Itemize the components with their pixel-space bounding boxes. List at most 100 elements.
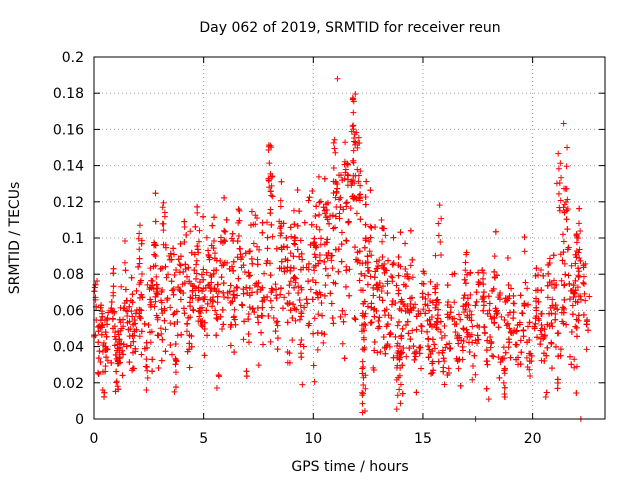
scatter-point — [161, 317, 168, 324]
scatter-point — [401, 303, 408, 310]
scatter-point — [290, 301, 297, 308]
scatter-point — [194, 243, 201, 250]
scatter-point — [191, 251, 198, 258]
scatter-point — [187, 228, 194, 235]
scatter-point — [546, 255, 553, 262]
scatter-point — [214, 281, 221, 288]
x-tick-label: 15 — [414, 431, 432, 447]
scatter-point — [217, 258, 224, 265]
scatter-point — [538, 287, 545, 294]
scatter-point — [313, 289, 320, 296]
scatter-point — [325, 272, 332, 279]
scatter-point — [278, 223, 285, 230]
scatter-point — [259, 219, 266, 226]
scatter-point — [469, 323, 476, 330]
scatter-point — [217, 313, 224, 320]
scatter-point — [255, 362, 262, 369]
scatter-point — [311, 251, 318, 258]
scatter-point — [266, 160, 273, 167]
scatter-point — [427, 278, 434, 285]
scatter-point — [563, 199, 570, 206]
scatter-point — [552, 316, 559, 323]
scatter-point — [411, 356, 418, 363]
scatter-point — [110, 283, 117, 290]
scatter-point — [379, 225, 386, 232]
scatter-point — [552, 311, 559, 318]
scatter-point — [403, 353, 410, 360]
scatter-point — [577, 293, 584, 300]
scatter-point — [205, 251, 212, 258]
scatter-point — [426, 307, 433, 314]
scatter-point — [409, 274, 416, 281]
scatter-point — [136, 222, 143, 229]
scatter-point — [510, 315, 517, 322]
scatter-point — [268, 192, 275, 199]
scatter-point — [161, 209, 168, 216]
scatter-point — [297, 341, 304, 348]
scatter-point — [330, 139, 337, 146]
scatter-point — [310, 330, 317, 337]
scatter-point — [361, 408, 368, 415]
scatter-point — [573, 363, 580, 370]
scatter-point — [481, 329, 488, 336]
scatter-point — [376, 323, 383, 330]
scatter-point — [452, 328, 459, 335]
scatter-point — [538, 310, 545, 317]
scatter-point — [573, 233, 580, 240]
scatter-point — [491, 268, 498, 275]
scatter-point — [222, 228, 229, 235]
scatter-point — [397, 381, 404, 388]
scatter-point — [435, 220, 442, 227]
scatter-point — [441, 381, 448, 388]
scatter-point — [152, 242, 159, 249]
scatter-point — [561, 201, 568, 208]
scatter-point — [310, 362, 317, 369]
scatter-point — [138, 291, 145, 298]
scatter-point — [267, 272, 274, 279]
scatter-point — [356, 197, 363, 204]
scatter-point — [576, 205, 583, 212]
scatter-point — [379, 262, 386, 269]
scatter-point — [311, 315, 318, 322]
scatter-point — [558, 277, 565, 284]
scatter-point — [560, 238, 567, 245]
scatter-point — [493, 308, 500, 315]
scatter-point — [555, 190, 562, 197]
scatter-point — [315, 173, 322, 180]
scatter-point — [97, 317, 104, 324]
scatter-point — [233, 284, 240, 291]
scatter-point — [504, 320, 511, 327]
scatter-point — [384, 340, 391, 347]
scatter-point — [260, 294, 267, 301]
scatter-point — [269, 193, 276, 200]
scatter-point — [395, 290, 402, 297]
scatter-point — [269, 233, 276, 240]
scatter-point — [560, 120, 567, 127]
scatter-point — [571, 356, 578, 363]
scatter-point — [272, 328, 279, 335]
scatter-point — [361, 298, 368, 305]
scatter-point — [435, 306, 441, 313]
scatter-point — [463, 249, 470, 256]
scatter-point — [136, 230, 143, 237]
scatter-point — [353, 256, 360, 263]
scatter-point — [554, 385, 561, 392]
scatter-point — [187, 280, 194, 287]
scatter-point — [183, 328, 190, 335]
scatter-point — [173, 357, 180, 364]
scatter-point — [379, 238, 386, 245]
scatter-point — [113, 355, 120, 362]
scatter-point — [170, 291, 177, 298]
scatter-point — [118, 283, 125, 290]
scatter-point — [357, 216, 364, 223]
scatter-point — [291, 221, 298, 228]
scatter-point — [353, 210, 360, 217]
scatter-point — [99, 313, 106, 320]
scatter-point — [211, 255, 218, 262]
scatter-point — [361, 320, 368, 327]
scatter-point — [546, 323, 553, 330]
scatter-point — [416, 344, 423, 351]
scatter-point — [521, 248, 528, 255]
scatter-point — [216, 373, 223, 380]
scatter-point — [533, 265, 540, 272]
